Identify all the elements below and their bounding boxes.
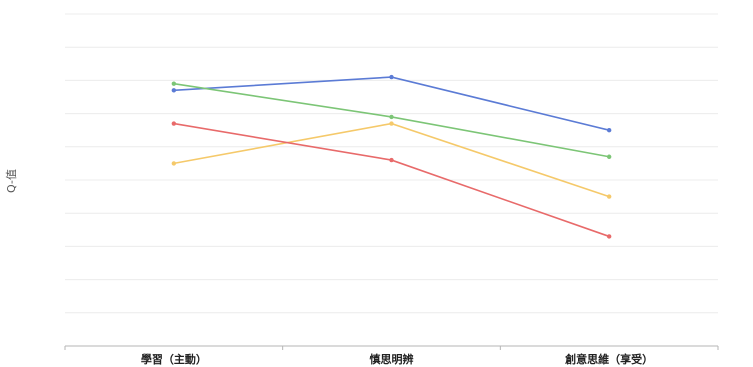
data-point bbox=[606, 154, 612, 159]
data-point bbox=[606, 194, 612, 199]
data-point bbox=[171, 121, 177, 126]
x-tick-label: 創意思維（享受） bbox=[564, 352, 653, 366]
y-axis-label: Q-值 bbox=[5, 169, 18, 193]
data-point bbox=[389, 121, 394, 126]
data-point bbox=[389, 74, 394, 80]
data-point bbox=[389, 114, 394, 120]
data-point bbox=[171, 88, 177, 93]
data-point bbox=[171, 161, 177, 166]
x-tick-label: 慎思明辨 bbox=[370, 352, 414, 366]
series-lines bbox=[171, 74, 612, 239]
data-point bbox=[606, 234, 612, 239]
gridlines bbox=[65, 13, 718, 314]
data-point bbox=[389, 157, 394, 163]
series-4 bbox=[171, 121, 612, 239]
x-tick-label: 學習（主動） bbox=[141, 352, 207, 366]
data-point bbox=[606, 128, 612, 133]
series-2 bbox=[171, 81, 612, 159]
data-point bbox=[171, 81, 177, 86]
series-3 bbox=[171, 121, 612, 199]
series-1 bbox=[171, 74, 612, 133]
series-line bbox=[173, 82, 610, 158]
x-axis-ticks: 學習（主動） 慎思明辨 創意思維（享受） bbox=[64, 346, 719, 366]
